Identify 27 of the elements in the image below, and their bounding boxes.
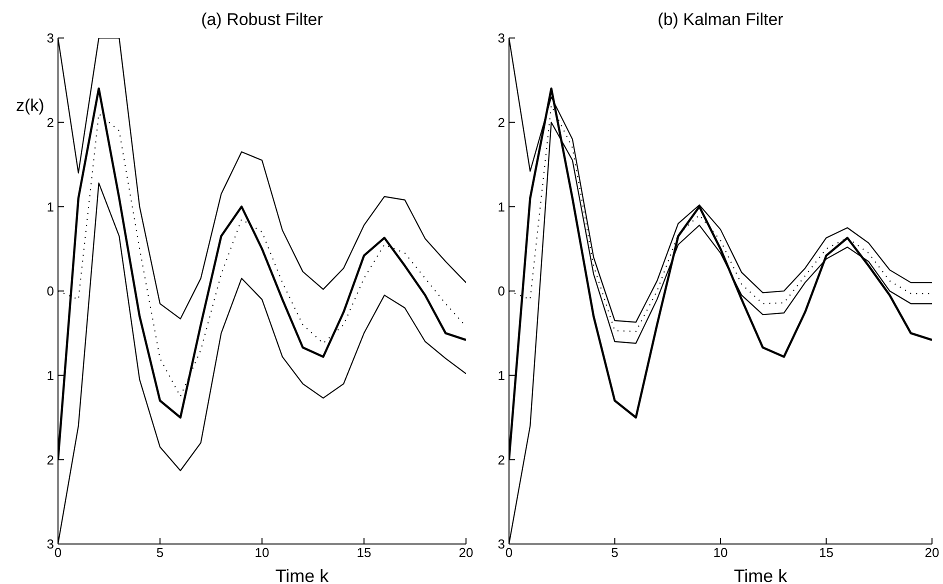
y-tick-label: 0 [46,284,54,299]
y-tick-label: 1 [46,199,54,214]
y-tick-label: 2 [46,114,54,130]
y-tick-label: 3 [46,536,54,552]
y-tick-label: 3 [46,30,54,46]
y-axis-title: z(k) [16,96,44,116]
y-tick-label: 2 [46,452,54,468]
x-tick-label: 15 [819,545,834,560]
x-tick-label: 10 [254,545,270,560]
y-tick-label: 1 [498,368,505,383]
x-axis-title: Time k [734,566,788,584]
chart-title: (b) Kalman Filter [656,10,784,30]
y-tick-label: 3 [498,536,505,552]
y-tick-label: 2 [498,114,505,130]
y-tick-label: 1 [46,368,54,383]
x-tick-label: 5 [611,545,618,560]
x-tick-label: 20 [924,545,940,560]
y-tick-label: 3 [498,30,505,46]
y-tick-label: 0 [498,284,505,299]
x-tick-label: 15 [356,545,372,560]
y-tick-label: 1 [498,199,505,214]
x-tick-label: 5 [156,545,164,560]
y-tick-label: 2 [498,452,505,468]
chart-title: (a) Robust Filter [200,10,324,30]
x-tick-label: 10 [713,545,728,560]
x-axis-title: Time k [275,566,330,584]
x-tick-label: 20 [458,545,474,560]
